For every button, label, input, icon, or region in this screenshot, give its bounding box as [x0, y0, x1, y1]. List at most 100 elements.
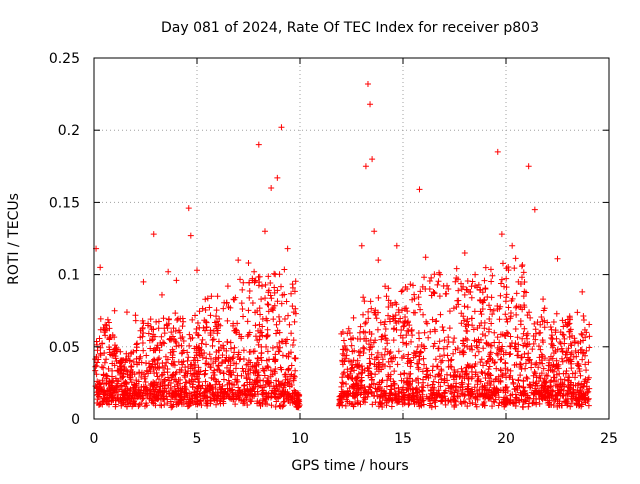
scatter-point [230, 296, 237, 303]
scatter-point [544, 389, 551, 396]
scatter-point [503, 275, 510, 282]
scatter-point [361, 345, 368, 352]
scatter-point [379, 333, 386, 340]
scatter-point [463, 286, 470, 293]
scatter-point [163, 321, 170, 328]
scatter-point [94, 400, 101, 407]
scatter-point [417, 393, 424, 400]
scatter-point [142, 379, 149, 386]
scatter-point [541, 393, 548, 400]
scatter-point [172, 310, 179, 317]
scatter-point [191, 362, 198, 369]
scatter-point [583, 347, 590, 354]
scatter-point [195, 385, 202, 392]
scatter-point [339, 358, 346, 365]
scatter-point [292, 305, 299, 312]
scatter-point [360, 344, 367, 351]
scatter-point [570, 390, 576, 397]
scatter-point [484, 293, 491, 300]
scatter-point [586, 321, 593, 328]
scatter-point [354, 374, 361, 381]
scatter-point [444, 377, 451, 384]
scatter-point [131, 392, 138, 399]
scatter-point [145, 320, 152, 327]
scatter-point [157, 389, 164, 396]
scatter-point [372, 337, 379, 344]
scatter-point [508, 297, 515, 304]
scatter-point [268, 402, 275, 409]
scatter-point [134, 361, 141, 368]
scatter-point [354, 385, 361, 392]
scatter-point [118, 382, 125, 389]
scatter-point [504, 366, 511, 373]
scatter-point [543, 378, 550, 385]
scatter-point [166, 335, 173, 342]
scatter-point [182, 374, 189, 381]
scatter-point [395, 306, 402, 313]
scatter-point [264, 326, 271, 333]
scatter-point [105, 365, 112, 372]
scatter-point [101, 349, 108, 356]
scatter-point [381, 351, 388, 358]
scatter-point [575, 380, 582, 387]
scatter-point [262, 381, 269, 388]
scatter-point [233, 326, 240, 333]
scatter-point [468, 375, 475, 382]
scatter-point [559, 331, 566, 338]
scatter-point [216, 384, 223, 391]
scatter-point [561, 340, 568, 347]
scatter-point [461, 317, 468, 324]
scatter-point [362, 388, 369, 395]
scatter-point [528, 364, 535, 371]
scatter-point [568, 342, 575, 349]
scatter-point [274, 298, 281, 305]
scatter-point [532, 385, 539, 392]
scatter-point [360, 311, 367, 318]
scatter-point [148, 326, 155, 333]
scatter-point [479, 289, 486, 296]
scatter-point [574, 309, 581, 316]
x-tick-label: 0 [90, 431, 99, 447]
y-tick-label: 0.25 [49, 51, 80, 67]
scatter-point [286, 383, 293, 390]
scatter-point [501, 283, 508, 290]
scatter-point [382, 345, 389, 352]
scatter-point [376, 379, 383, 386]
scatter-point [583, 367, 590, 374]
scatter-point [415, 366, 422, 373]
scatter-point [520, 398, 527, 405]
scatter-point [174, 316, 181, 323]
scatter-point [520, 383, 527, 390]
scatter-point [291, 355, 298, 362]
scatter-point [493, 385, 500, 392]
scatter-point [247, 396, 254, 403]
scatter-point [196, 390, 203, 397]
scatter-point [210, 328, 217, 335]
scatter-point [436, 338, 443, 345]
scatter-point [559, 358, 566, 365]
scatter-point [497, 303, 504, 310]
scatter-point [435, 379, 442, 386]
scatter-point [236, 331, 243, 338]
scatter-point [579, 392, 586, 399]
scatter-point [524, 375, 531, 382]
scatter-point [94, 347, 101, 354]
scatter-point [168, 402, 175, 409]
scatter-point [104, 316, 111, 323]
scatter-point [100, 381, 107, 388]
scatter-point [579, 288, 586, 295]
scatter-point [252, 322, 259, 329]
scatter-point [262, 396, 269, 403]
scatter-point [167, 349, 174, 356]
scatter-point [434, 363, 441, 370]
scatter-point [415, 379, 422, 386]
scatter-point [540, 339, 547, 346]
scatter-point [520, 293, 527, 300]
scatter-point [468, 388, 475, 395]
scatter-point [465, 385, 472, 392]
scatter-point [506, 351, 513, 358]
scatter-point [382, 335, 389, 342]
scatter-point [468, 294, 475, 301]
scatter-point [275, 313, 282, 320]
scatter-point [472, 352, 479, 359]
